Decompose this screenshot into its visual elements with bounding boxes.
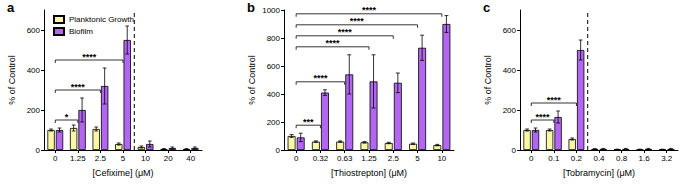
svg-text:40: 40: [186, 154, 195, 163]
svg-text:Planktonic Growth: Planktonic Growth: [69, 15, 134, 24]
svg-text:***: ***: [303, 117, 314, 127]
svg-text:5: 5: [121, 154, 126, 163]
svg-text:****: ****: [313, 73, 328, 83]
svg-text:20: 20: [164, 154, 173, 163]
svg-text:0.8: 0.8: [616, 154, 628, 163]
svg-text:0: 0: [294, 154, 299, 163]
svg-text:0: 0: [529, 154, 534, 163]
svg-text:****: ****: [71, 82, 86, 92]
svg-text:0.32: 0.32: [313, 154, 329, 163]
svg-text:0.4: 0.4: [593, 154, 605, 163]
svg-text:600: 600: [503, 26, 517, 35]
svg-text:2.5: 2.5: [388, 154, 400, 163]
svg-text:% of Control: % of Control: [7, 55, 17, 105]
svg-text:0: 0: [512, 146, 517, 155]
svg-text:****: ****: [338, 27, 353, 37]
svg-text:200: 200: [27, 106, 41, 115]
svg-text:0.1: 0.1: [548, 154, 560, 163]
svg-text:*: *: [65, 112, 69, 122]
svg-text:0: 0: [276, 146, 281, 155]
svg-text:Biofilm: Biofilm: [69, 27, 93, 36]
svg-text:200: 200: [267, 118, 281, 127]
svg-text:a: a: [7, 0, 15, 15]
svg-text:200: 200: [503, 106, 517, 115]
svg-text:600: 600: [267, 62, 281, 71]
svg-text:[Thiostrepton] (μM): [Thiostrepton] (μM): [331, 168, 407, 178]
svg-text:1000: 1000: [262, 6, 280, 15]
svg-text:b: b: [247, 0, 255, 15]
svg-text:****: ****: [82, 52, 97, 62]
svg-text:[Tobramycin] (μM): [Tobramycin] (μM): [563, 168, 635, 178]
svg-text:800: 800: [267, 34, 281, 43]
svg-text:% of Control: % of Control: [483, 55, 493, 105]
svg-text:1.6: 1.6: [639, 154, 651, 163]
svg-text:0: 0: [53, 154, 58, 163]
svg-text:600: 600: [27, 26, 41, 35]
svg-text:2.5: 2.5: [95, 154, 107, 163]
svg-text:10: 10: [141, 154, 150, 163]
svg-text:0.2: 0.2: [571, 154, 583, 163]
svg-text:5: 5: [415, 154, 420, 163]
svg-text:****: ****: [326, 38, 341, 48]
svg-text:400: 400: [27, 66, 41, 75]
svg-text:1.25: 1.25: [361, 154, 377, 163]
svg-text:10: 10: [437, 154, 446, 163]
svg-text:****: ****: [362, 5, 377, 15]
svg-text:0: 0: [36, 146, 41, 155]
svg-text:% of Control: % of Control: [247, 55, 257, 105]
svg-text:****: ****: [536, 112, 551, 122]
svg-text:c: c: [483, 0, 490, 15]
svg-text:400: 400: [267, 90, 281, 99]
svg-text:3.2: 3.2: [661, 154, 673, 163]
svg-text:[Cefixime] (μM): [Cefixime] (μM): [92, 168, 153, 178]
svg-text:****: ****: [350, 16, 365, 26]
svg-text:0.63: 0.63: [337, 154, 353, 163]
svg-text:400: 400: [503, 66, 517, 75]
svg-text:1.25: 1.25: [70, 154, 86, 163]
svg-text:****: ****: [547, 95, 562, 105]
